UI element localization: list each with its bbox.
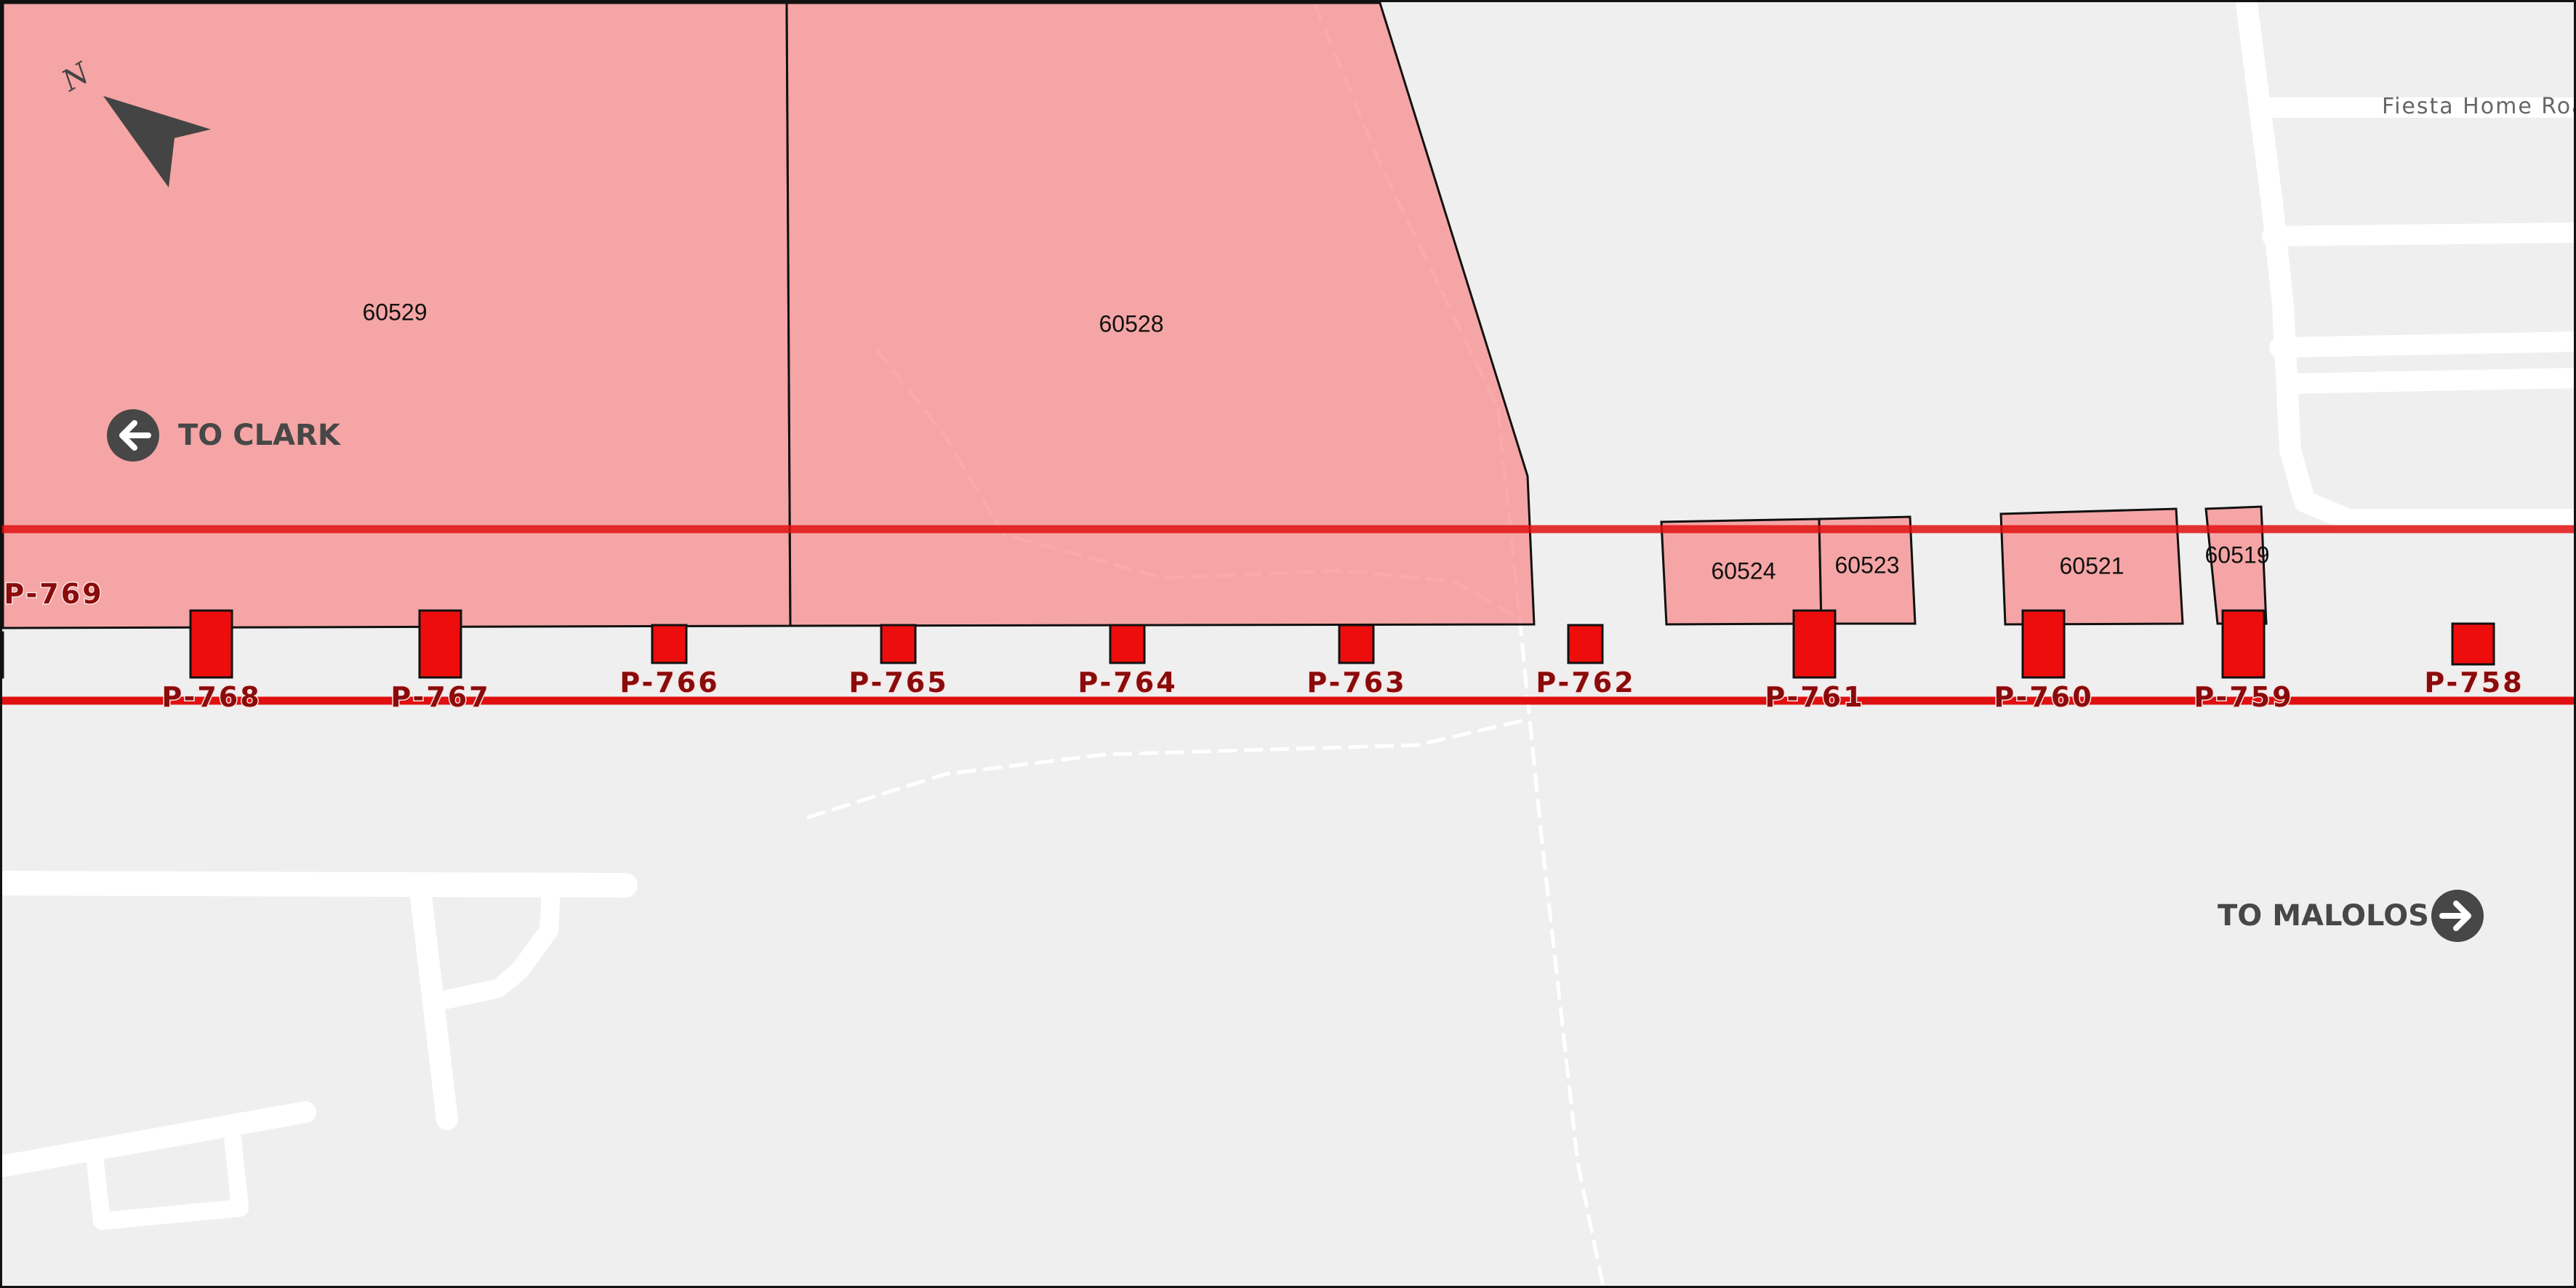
- road-label-fiesta-home: Fiesta Home Road: [2382, 94, 2576, 119]
- road-fiesta-home: [2236, 0, 2576, 531]
- pier-label-p766: P-766: [619, 667, 719, 699]
- pier-marker-p760[interactable]: [2021, 609, 2066, 679]
- road-branch-2: [2262, 222, 2576, 246]
- parcel-labels: 60529 60528 60524 60523 60521 60519: [363, 299, 2270, 584]
- direction-label-malolos: TO MALOLOS: [2218, 899, 2429, 933]
- parcel-60528[interactable]: [785, 1, 1536, 627]
- north-arrow-icon: [103, 96, 211, 188]
- parcel-label-60523: 60523: [1835, 552, 1900, 578]
- pier-marker-p763[interactable]: [1338, 624, 1375, 664]
- pier-marker-p765[interactable]: [880, 624, 917, 664]
- pier-marker-p767[interactable]: [418, 609, 462, 679]
- arrow-left-circle-icon: [107, 409, 159, 462]
- road-branch-3: [2269, 331, 2576, 358]
- pier-label-p768: P-768: [161, 681, 261, 713]
- pier-label-p765: P-765: [848, 667, 948, 699]
- pier-label-p763: P-763: [1307, 667, 1406, 699]
- arrow-right-circle-icon: [2431, 890, 2484, 942]
- pier-marker-p759[interactable]: [2221, 609, 2266, 679]
- road-lower-left-1: [0, 871, 638, 898]
- road-lower-left-4: [0, 1101, 316, 1178]
- pier-label-p764: P-764: [1078, 667, 1177, 699]
- pier-marker-p761[interactable]: [1792, 609, 1837, 679]
- direction-to-clark: TO CLARK: [107, 409, 342, 462]
- pier-label-p758: P-758: [2424, 667, 2524, 699]
- parcel-layer: [1, 1, 2268, 629]
- parcel-60523[interactable]: [1818, 515, 1917, 625]
- parcel-60521[interactable]: [1999, 507, 2184, 626]
- parcel-60519[interactable]: [2204, 505, 2268, 625]
- parcel-label-60524: 60524: [1712, 558, 1776, 584]
- pier-label-p759: P-759: [2194, 681, 2293, 713]
- pier-marker-p766[interactable]: [651, 624, 688, 664]
- road-branch-4: [2276, 368, 2576, 394]
- pier-marker-p764[interactable]: [1109, 624, 1146, 664]
- road-network: [0, 0, 2576, 1230]
- pier-labels: P-769 P-768 P-767 P-766 P-765 P-764 P-76…: [3, 577, 2524, 715]
- parcel-label-60521: 60521: [2060, 552, 2124, 579]
- pier-label-p762: P-762: [1536, 667, 1635, 699]
- road-lower-left-5: [86, 1129, 249, 1230]
- pier-label-p761: P-761: [1765, 681, 1864, 713]
- pier-markers: [0, 609, 2495, 679]
- direction-to-malolos: TO MALOLOS: [2218, 890, 2484, 942]
- parcel-label-60519: 60519: [2205, 542, 2270, 568]
- parcel-label-60528: 60528: [1099, 310, 1164, 337]
- pier-label-p767: P-767: [390, 681, 490, 713]
- footpath-lower: [806, 717, 1528, 820]
- pier-label-p769: P-769: [4, 578, 103, 610]
- pier-marker-p758[interactable]: [2451, 622, 2495, 666]
- direction-label-clark: TO CLARK: [178, 419, 342, 452]
- footpath-diagonal: [1312, 3, 1605, 1287]
- pier-marker-p762[interactable]: [1567, 624, 1604, 664]
- pier-marker-p768[interactable]: [189, 609, 233, 679]
- alignment-lines: [0, 525, 2576, 705]
- road-lower-left-2: [409, 880, 458, 1130]
- parcel-label-60529: 60529: [363, 299, 428, 325]
- pier-label-p760: P-760: [1994, 681, 2093, 713]
- road-lower-left-3: [438, 881, 561, 1009]
